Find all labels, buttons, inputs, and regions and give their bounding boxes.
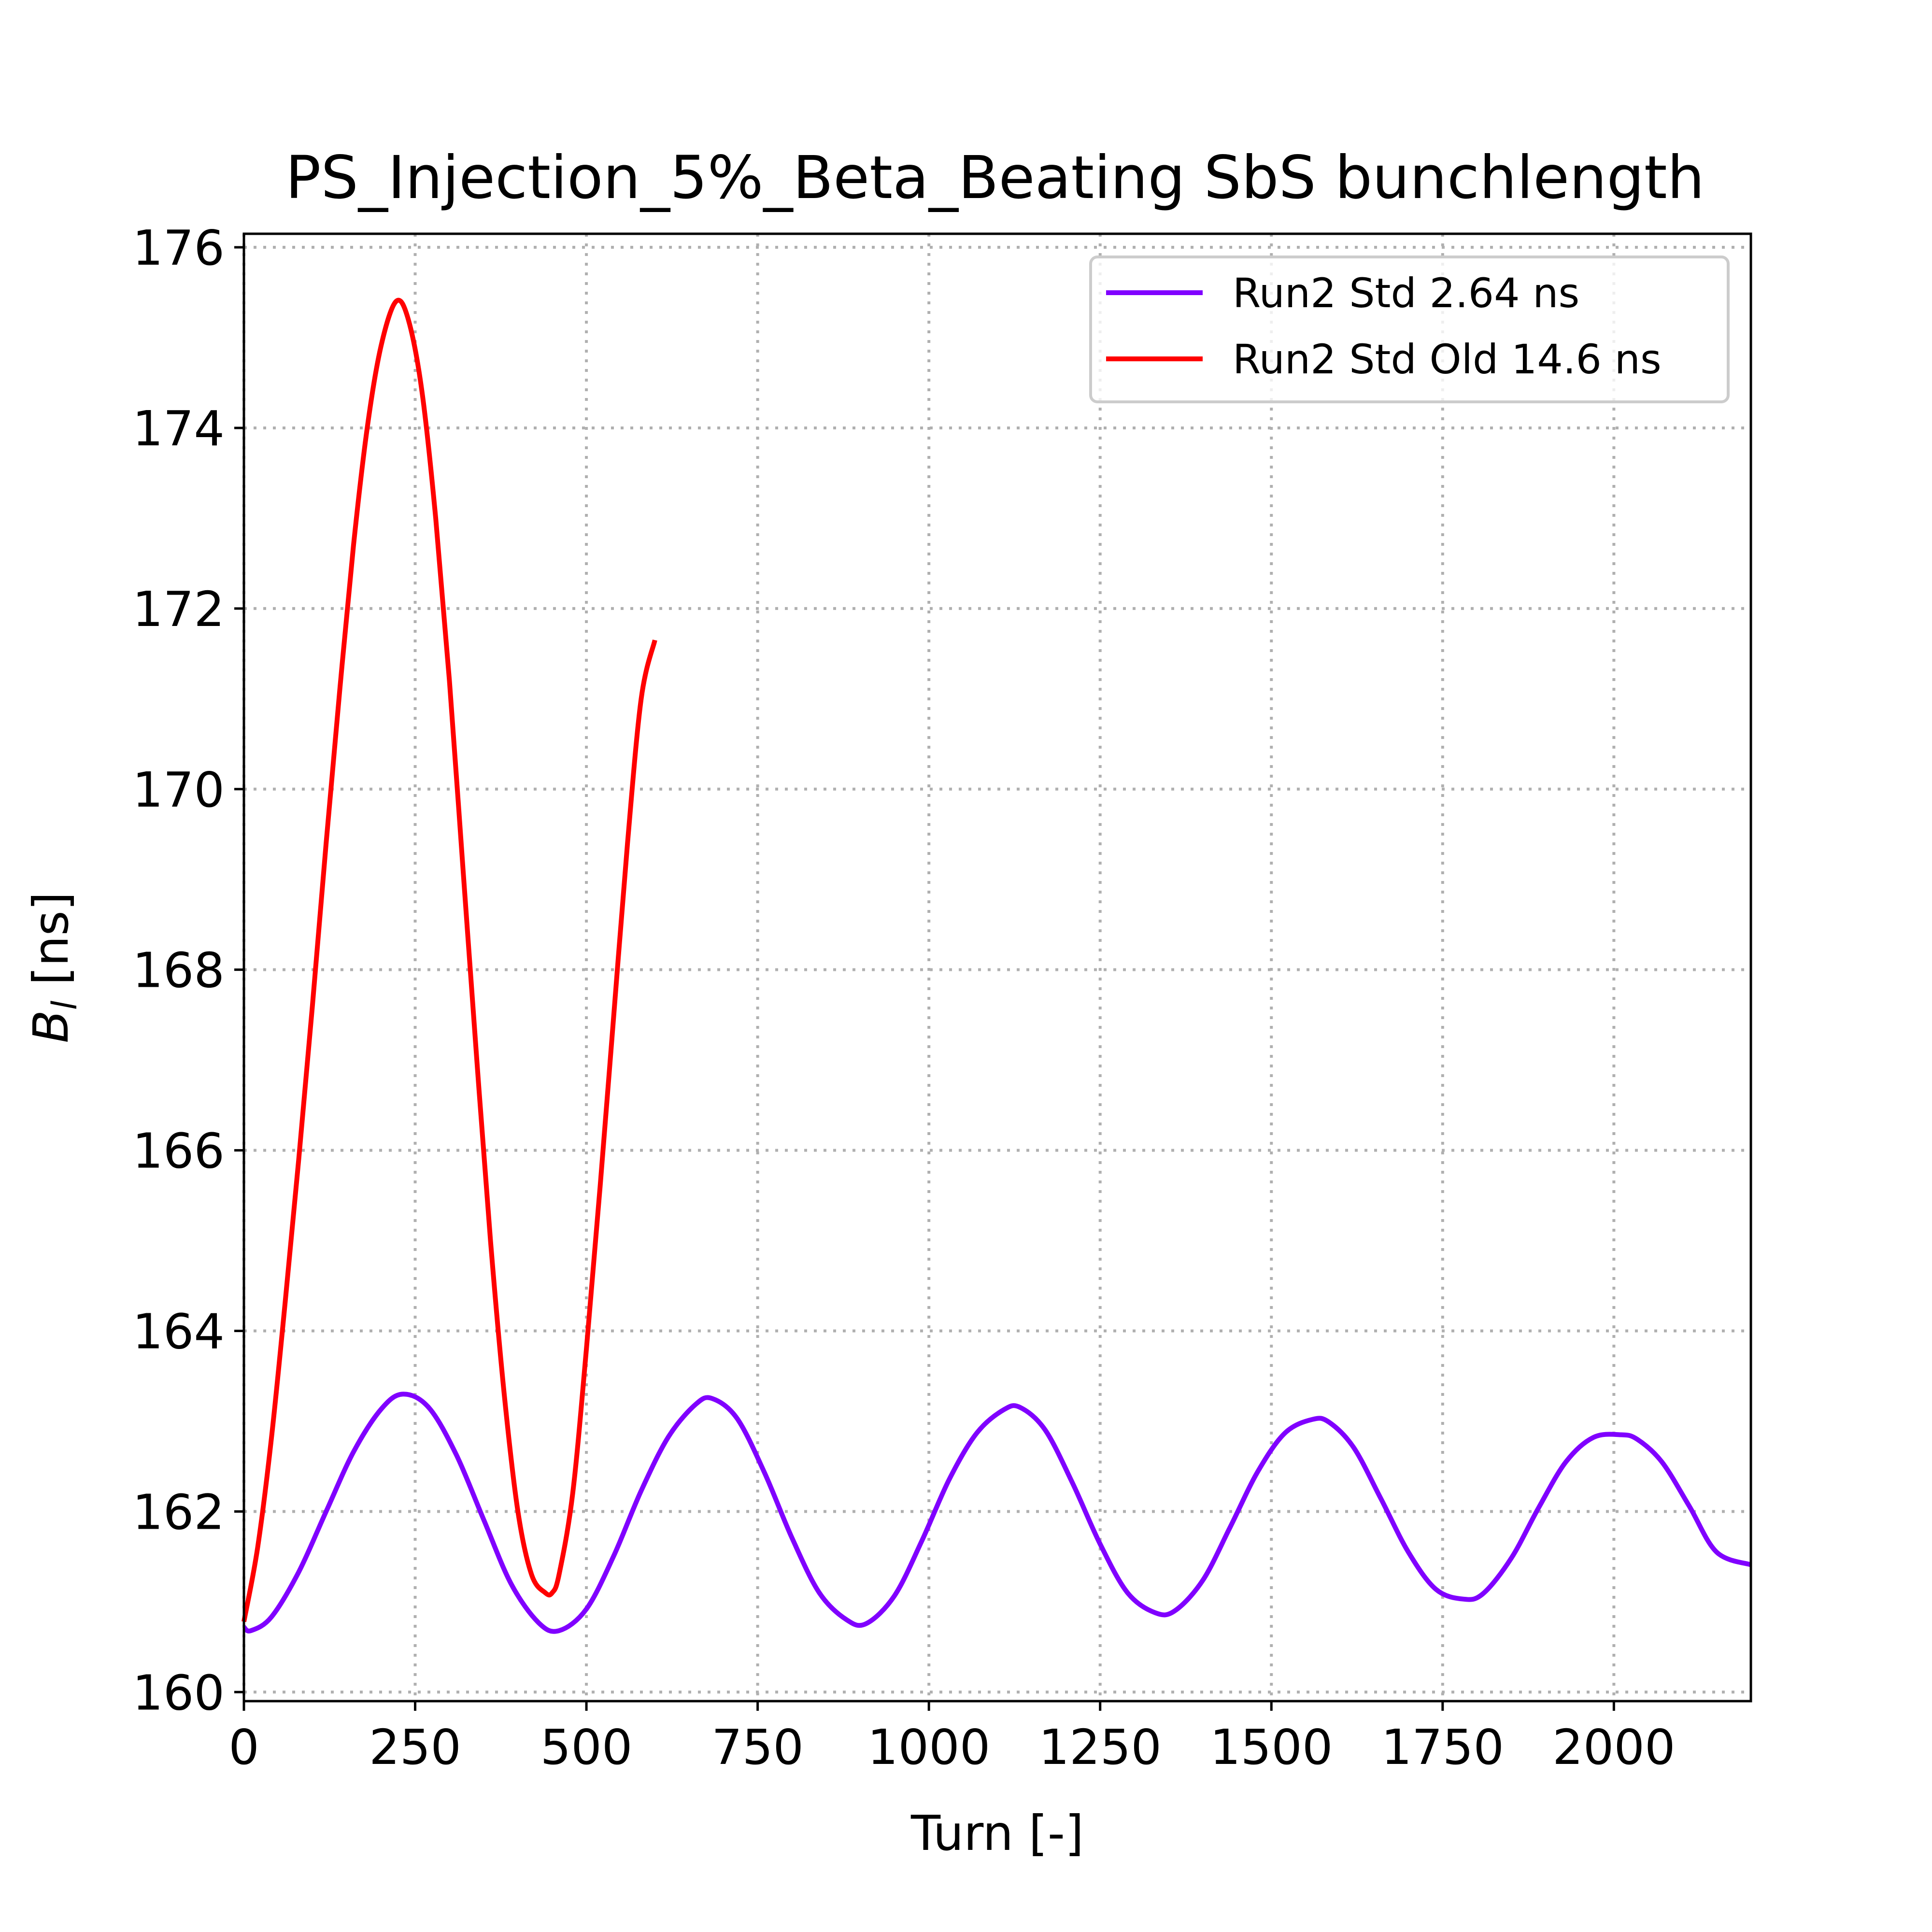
legend-box	[1089, 256, 1730, 403]
y-tick-label: 174	[132, 400, 225, 457]
x-tick-label: 500	[540, 1719, 633, 1776]
x-tick-label: 0	[228, 1719, 259, 1776]
y-axis-label-subscript: l	[45, 1000, 85, 1010]
grid	[242, 234, 1751, 1701]
y-tick-label: 164	[132, 1303, 225, 1360]
x-tick-label: 2000	[1552, 1719, 1676, 1776]
series-line-2	[242, 298, 657, 1622]
y-tick-label: 162	[132, 1484, 225, 1540]
plot-frame	[242, 232, 1752, 1703]
y-tick-label: 170	[132, 762, 225, 818]
x-tick-label: 1500	[1210, 1719, 1333, 1776]
x-tick-label: 1000	[867, 1719, 991, 1776]
y-tick-label: 166	[132, 1123, 225, 1179]
legend: Run2 Std 2.64 ns Run2 Std Old 14.6 ns	[1089, 256, 1730, 403]
series-line-1	[242, 1392, 1752, 1634]
y-tick-label: 160	[132, 1664, 225, 1721]
y-axis-label-symbol: B	[23, 1010, 79, 1043]
y-axis-label-unit: [ns]	[23, 892, 79, 1000]
chart-title: PS_Injection_5%_Beta_Beating SbS bunchle…	[285, 143, 1705, 212]
y-tick-label: 168	[132, 942, 225, 999]
x-axis: 0 250 500 750 1000 1250 1500 1750 2000	[228, 1701, 1676, 1776]
y-tick-label: 172	[132, 581, 225, 638]
x-tick-label: 750	[711, 1719, 804, 1776]
y-axis: 160 162 164 166 168 170 172 174 176	[132, 220, 244, 1721]
legend-label-series-2: Run2 Std Old 14.6 ns	[1233, 336, 1662, 383]
x-tick-label: 250	[369, 1719, 461, 1776]
x-axis-label: Turn [-]	[910, 1805, 1084, 1861]
x-tick-label: 1750	[1381, 1719, 1505, 1776]
x-tick-label: 1250	[1038, 1719, 1162, 1776]
series-layer	[242, 298, 1752, 1634]
y-tick-label: 176	[132, 220, 225, 276]
legend-label-series-1: Run2 Std 2.64 ns	[1233, 270, 1579, 317]
y-axis-label: Bl [ns]	[23, 892, 85, 1043]
